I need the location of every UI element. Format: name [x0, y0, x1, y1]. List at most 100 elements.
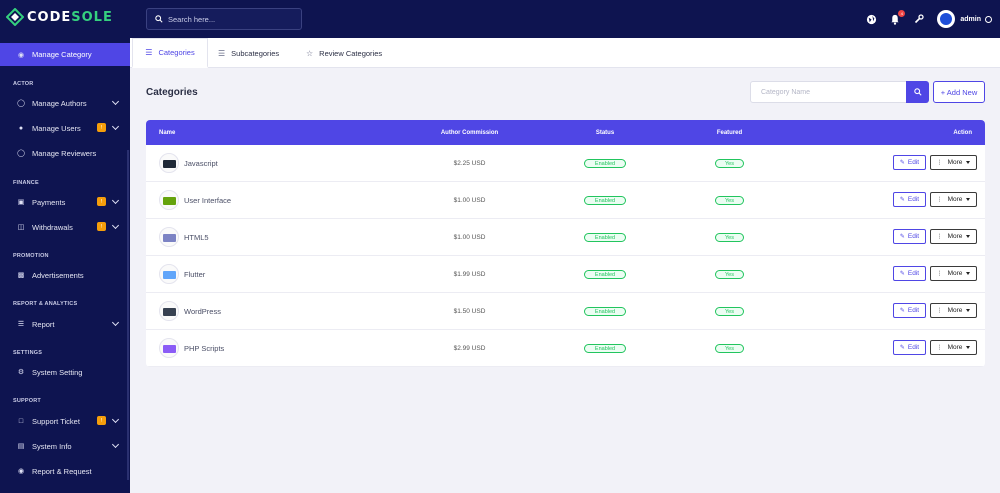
category-thumbnail [159, 227, 179, 247]
more-label: More [947, 233, 963, 240]
category-search-input[interactable] [750, 81, 907, 103]
sidebar-item-system-info[interactable]: ▤ System Info [0, 439, 128, 453]
more-dropdown-button[interactable]: ⋮ More [930, 340, 977, 355]
author-commission: $1.99 USD [453, 271, 486, 278]
category-thumbnail [159, 153, 179, 173]
sidebar-item-report-request[interactable]: ◉ Report & Request [0, 464, 128, 478]
sidebar-section-report-analytics: REPORT & ANALYTICS [13, 301, 78, 307]
sidebar-item-withdrawals[interactable]: ◫ Withdrawals ! [0, 220, 128, 234]
category-name[interactable]: Javascript [184, 159, 218, 168]
table-header: Name Author Commission Status Featured A… [146, 120, 985, 145]
more-dropdown-button[interactable]: ⋮ More [930, 229, 977, 244]
edit-label: Edit [907, 159, 920, 166]
sidebar-scrollbar[interactable] [127, 150, 129, 480]
edit-button[interactable]: ✎ Edit [893, 303, 926, 318]
sidebar-item-advertisements[interactable]: ▩ Advertisements [0, 268, 128, 282]
table-row: PHP Scripts $2.99 USD Enabled Yes ✎ Edit… [146, 330, 985, 367]
sidebar-item-manage-authors[interactable]: ◯ Manage Authors [0, 96, 128, 110]
category-thumbnail [159, 301, 179, 321]
author-commission: $2.25 USD [453, 160, 486, 167]
alert-badge: ! [97, 123, 106, 132]
more-label: More [947, 196, 963, 203]
globe-icon[interactable] [865, 13, 877, 25]
status-badge: Enabled [584, 159, 626, 168]
sidebar-item-support-ticket[interactable]: □ Support Ticket ! [0, 414, 128, 428]
edit-button[interactable]: ✎ Edit [893, 192, 926, 207]
chevron-down-icon[interactable] [985, 15, 992, 23]
edit-button[interactable]: ✎ Edit [893, 229, 926, 244]
alert-badge: ! [97, 222, 106, 231]
sidebar-section-settings: SETTINGS [13, 350, 43, 356]
edit-label: Edit [907, 344, 920, 351]
admin-name[interactable]: admin [960, 15, 981, 23]
more-dropdown-button[interactable]: ⋮ More [930, 266, 977, 281]
edit-button[interactable]: ✎ Edit [893, 340, 926, 355]
info-icon: ▤ [17, 443, 25, 450]
edit-icon: ✎ [899, 197, 905, 203]
sidebar-item-label: Manage Reviewers [32, 148, 97, 158]
category-thumbnail [159, 190, 179, 210]
top-header: 4 admin [130, 0, 1000, 38]
users-icon: ● [18, 124, 24, 132]
tab-review-categories[interactable]: ☆ Review Categories [306, 38, 382, 68]
caret-down-icon [966, 309, 971, 312]
ticket-icon: □ [18, 417, 24, 425]
author-commission: $1.50 USD [453, 308, 486, 315]
sidebar-item-label: Advertisements [32, 270, 84, 280]
sidebar-item-report[interactable]: ☰ Report [0, 317, 128, 331]
chevron-down-icon [111, 97, 120, 106]
sidebar-item-manage-category[interactable]: ◉ Manage Category [0, 43, 130, 66]
page-title: Categories [146, 87, 198, 98]
edit-icon: ✎ [899, 345, 905, 351]
request-icon: ◉ [17, 468, 25, 475]
edit-label: Edit [907, 307, 920, 314]
status-badge: Enabled [584, 344, 626, 353]
user-icon: ◯ [17, 100, 25, 107]
edit-button[interactable]: ✎ Edit [893, 155, 926, 170]
category-thumbnail-image [163, 234, 176, 242]
logo[interactable]: CODESOLE [5, 6, 113, 28]
header-actions: 4 admin [865, 0, 1000, 38]
tab-label: Review Categories [319, 48, 383, 58]
status-badge: Enabled [584, 270, 626, 279]
wallet-icon: ◫ [17, 224, 25, 231]
gear-icon: ⚙ [17, 369, 25, 376]
sidebar-item-manage-reviewers[interactable]: ◯ Manage Reviewers [0, 146, 128, 160]
category-name[interactable]: User Interface [184, 196, 232, 205]
chevron-down-icon [111, 440, 120, 449]
category-thumbnail-image [163, 197, 176, 205]
more-label: More [947, 344, 963, 351]
category-name[interactable]: PHP Scripts [184, 344, 225, 353]
add-new-button[interactable]: + Add New [933, 81, 985, 103]
category-name[interactable]: Flutter [184, 270, 206, 279]
search-input[interactable] [168, 14, 288, 24]
bell-icon[interactable]: 4 [889, 10, 906, 25]
tab-categories[interactable]: ☰ Categories [132, 38, 208, 68]
sidebar-item-payments[interactable]: ▣ Payments ! [0, 195, 128, 209]
edit-button[interactable]: ✎ Edit [893, 266, 926, 281]
layers-icon: ◉ [17, 51, 25, 59]
sidebar-item-manage-users[interactable]: ● Manage Users ! [0, 121, 128, 135]
column-header-commission: Author Commission [440, 129, 499, 136]
search-icon [913, 88, 922, 96]
avatar[interactable] [937, 10, 956, 28]
global-search [146, 8, 302, 30]
more-label: More [947, 159, 963, 166]
sidebar-item-system-setting[interactable]: ⚙ System Setting [0, 365, 128, 379]
wrench-icon[interactable] [913, 13, 925, 25]
caret-down-icon [966, 346, 971, 349]
category-search-button[interactable] [906, 81, 929, 103]
column-header-status: Status [595, 129, 615, 136]
caret-down-icon [966, 235, 971, 238]
more-dropdown-button[interactable]: ⋮ More [930, 155, 977, 170]
edit-label: Edit [907, 270, 920, 277]
category-name[interactable]: HTML5 [184, 233, 209, 242]
chevron-down-icon [111, 221, 120, 230]
more-dropdown-button[interactable]: ⋮ More [930, 303, 977, 318]
tab-label: Subcategories [231, 48, 280, 58]
more-dropdown-button[interactable]: ⋮ More [930, 192, 977, 207]
tab-subcategories[interactable]: ☰ Subcategories [218, 38, 279, 68]
tab-label: Categories [158, 48, 195, 57]
category-name[interactable]: WordPress [184, 307, 221, 316]
status-badge: Enabled [584, 196, 626, 205]
